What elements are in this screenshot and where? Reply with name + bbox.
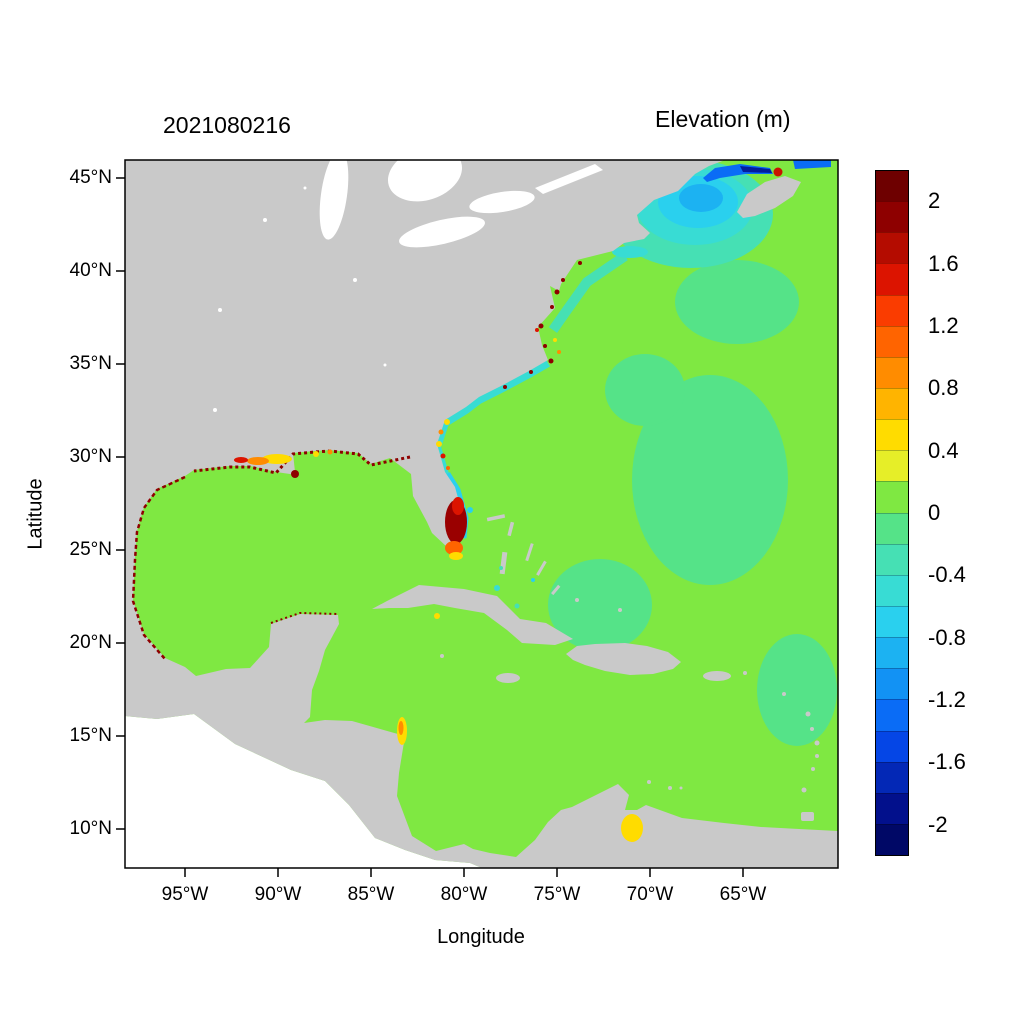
y-axis-title: Latitude (24, 478, 47, 550)
x-tick-label: 80°W (440, 884, 488, 905)
plot-frame (124, 159, 839, 869)
gulf-coast-high (193, 449, 411, 478)
x-tick-label: 85°W (347, 884, 395, 905)
elevation-map (116, 150, 839, 877)
colorbar-label: 0.4 (928, 438, 959, 463)
colorbar-cells (875, 170, 909, 856)
colorbar-label: -1.2 (928, 687, 966, 712)
colorbar-label: 0 (928, 500, 941, 525)
land-jamaica (496, 673, 520, 683)
bay-of-fundy-low (703, 164, 783, 182)
variable-title: Elevation (m) (655, 106, 791, 132)
land-cuba (372, 585, 573, 645)
y-tick-label: 45°N (69, 167, 112, 188)
y-tick-label: 10°N (69, 818, 112, 839)
y-tick-label: 30°N (69, 446, 112, 467)
colorbar-label: 2 (928, 188, 941, 213)
colorbar-label: 1.6 (928, 251, 959, 276)
ocean-anomaly-patches (548, 260, 837, 746)
y-tick-label: 40°N (69, 260, 112, 281)
atlantic-coast-high-speckles (503, 261, 582, 389)
land-lesser-antilles (440, 654, 820, 821)
land-nova-scotia (737, 176, 801, 218)
bahamas-lows (494, 566, 535, 609)
y-tick-label: 25°N (69, 539, 112, 560)
land-mainland (125, 160, 838, 868)
pacific-outside-domain (125, 714, 482, 868)
y-tick-label: 35°N (69, 353, 112, 374)
colorbar-label: -0.4 (928, 562, 966, 587)
x-tick-label: 75°W (533, 884, 581, 905)
colorbar-label: -2 (928, 812, 948, 837)
texas-mexico-coast-high (131, 475, 339, 660)
land-hispaniola (566, 643, 681, 675)
x-tick-label: 70°W (626, 884, 674, 905)
topright-low-strip (793, 160, 831, 169)
axis-ticks (116, 177, 744, 877)
x-axis-title: Longitude (437, 926, 525, 948)
land-puerto-rico (703, 671, 731, 681)
y-tick-label: 15°N (69, 725, 112, 746)
long-island-sound-low (612, 246, 648, 258)
caribbean-highs (397, 613, 643, 842)
y-tick-label: 20°N (69, 632, 112, 653)
x-tick-label: 95°W (161, 884, 209, 905)
x-tick-label: 90°W (254, 884, 302, 905)
colorbar-label: 1.2 (928, 313, 959, 338)
georgia-florida-coast-high (436, 419, 450, 470)
colorbar-label: -1.6 (928, 749, 966, 774)
colorbar-label: 0.8 (928, 375, 959, 400)
x-tick-label: 65°W (719, 884, 767, 905)
timestamp-title: 2021080216 (163, 112, 291, 138)
colorbar-label: -0.8 (928, 625, 966, 650)
florida-southeast-high (445, 497, 473, 560)
